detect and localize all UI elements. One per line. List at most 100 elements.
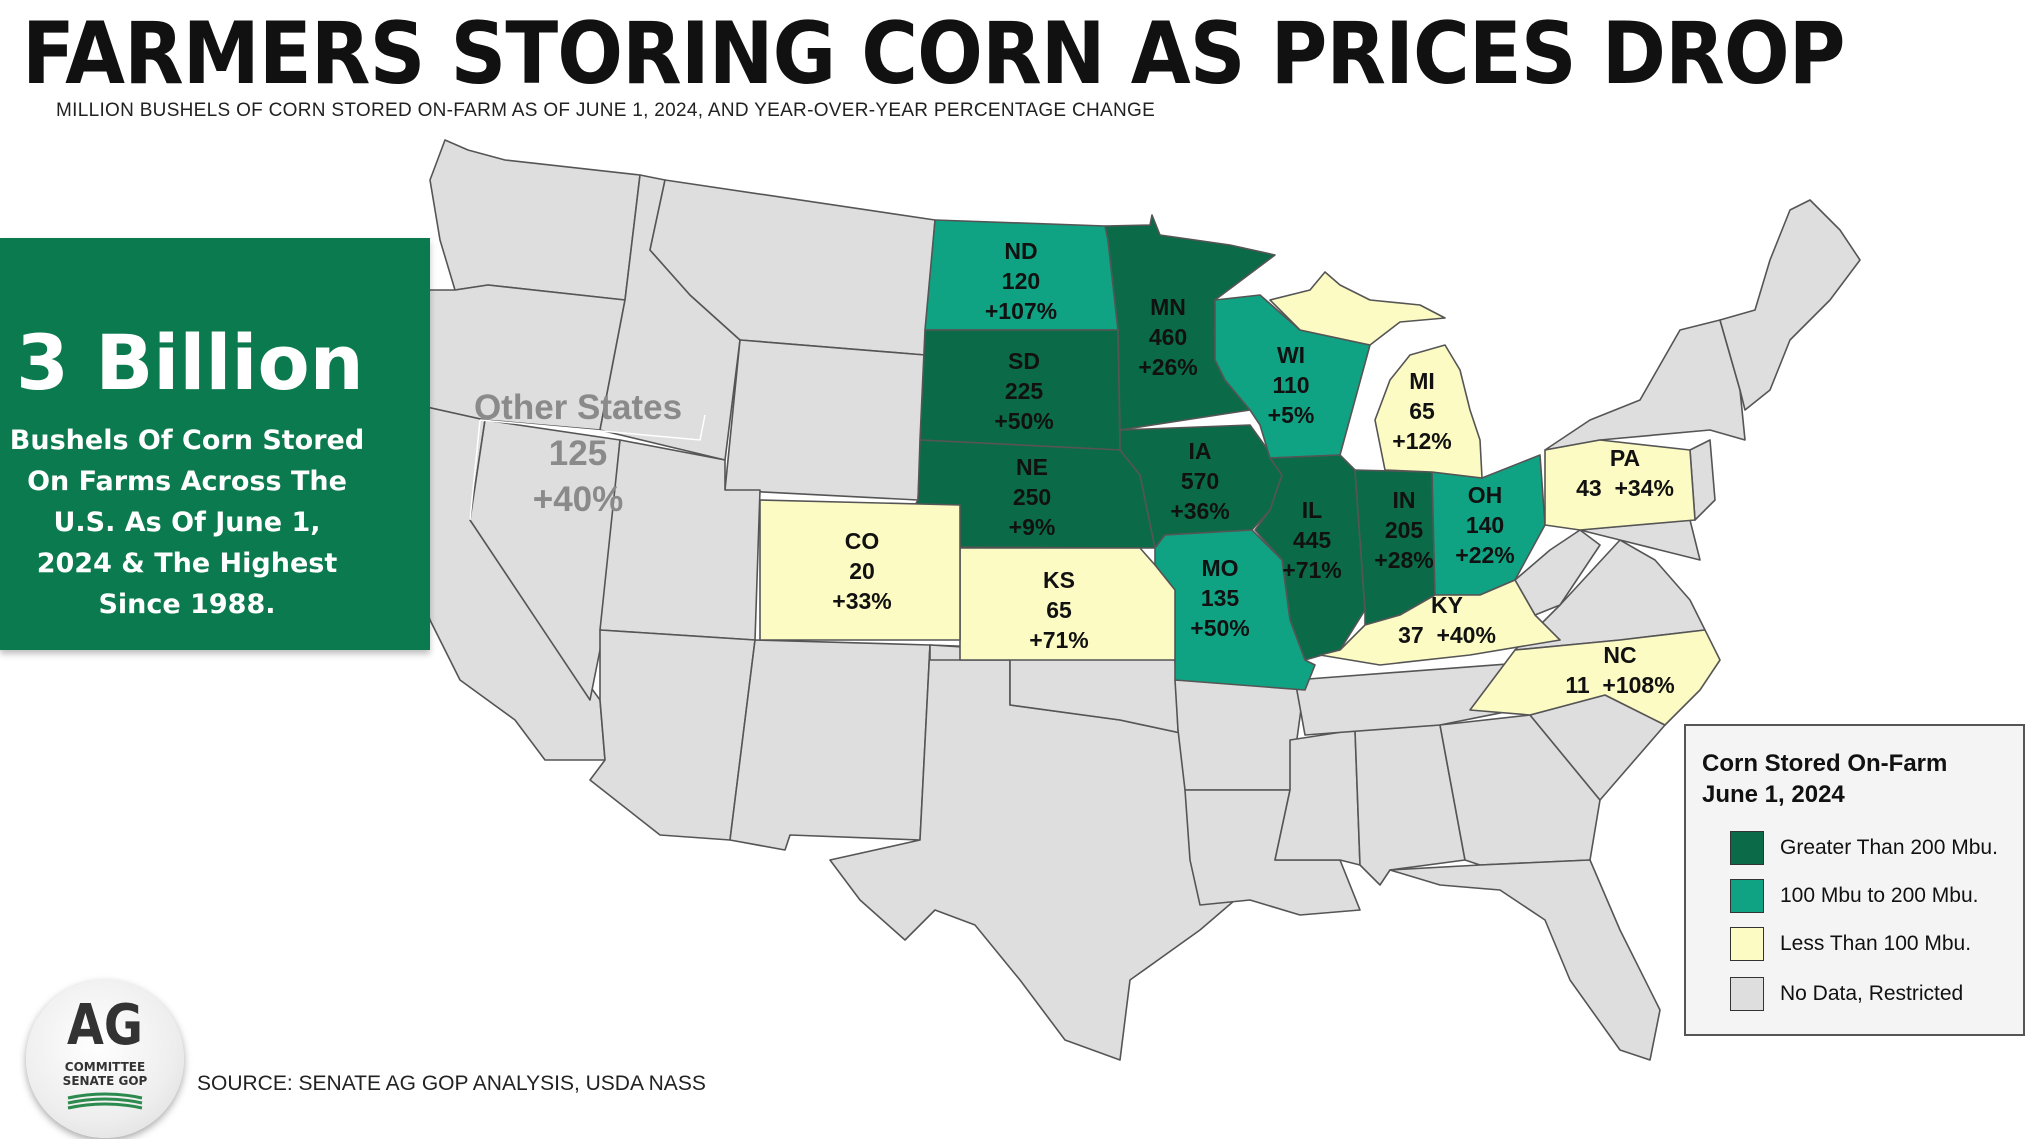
state-value: 460 [1148,324,1188,350]
state-shape-ar [1174,679,1306,791]
state-label-pa: PA 43 +34% [1576,443,1674,503]
state-shape-ky [1319,579,1561,666]
state-change: +50% [994,408,1054,434]
legend-label: Greater Than 200 Mbu. [1780,836,1998,859]
state-shape-wa [429,139,641,301]
map-legend: Corn Stored On-Farm June 1, 2024 Greater… [1684,724,2025,1036]
other-states-label: Other States 125 +40% [474,385,682,523]
state-change: +50% [1190,615,1250,641]
state-abbr: OH [1467,482,1503,508]
state-label-wi: WI 110 +5% [1268,340,1315,430]
legend-title: Corn Stored On-Farm June 1, 2024 [1702,748,1947,810]
legend-title-line: Corn Stored On-Farm [1702,750,1948,777]
state-abbr: KS [1043,567,1075,593]
state-shape-pa [1544,439,1696,531]
state-change: +71% [1029,627,1089,653]
callout-description: Bushels Of Corn Stored On Farms Across T… [0,420,374,625]
state-value: 37 [1398,622,1424,648]
state-label-mo: MO 135 +50% [1190,553,1249,643]
ag-committee-logo: AG COMMITTEE SENATE GOP [26,980,184,1138]
state-shape-nc [1469,629,1721,726]
state-shape-az [589,629,756,841]
state-shape-ks [959,547,1176,661]
legend-swatch-low [1730,927,1764,961]
state-label-ks: KS 65 +71% [1029,565,1088,655]
state-value: 570 [1180,468,1220,494]
state-label-sd: SD 225 +50% [994,346,1053,436]
state-change: +40% [1436,622,1496,648]
legend-label: 100 Mbu to 200 Mbu. [1780,884,1979,907]
state-abbr: MN [1150,294,1186,320]
state-change: +36% [1170,498,1230,524]
state-abbr: KY [1431,592,1463,618]
state-value-change: 43 +34% [1576,473,1674,503]
state-abbr: IL [1301,497,1323,523]
state-value: 11 [1565,672,1590,698]
state-shape-ny [1544,319,1746,451]
state-value: 250 [1012,484,1052,510]
state-label-ne: NE 250 +9% [1009,452,1056,542]
state-abbr: SD [1008,348,1040,374]
callout-line: On Farms Across The [27,466,347,497]
logo-line: COMMITTEE [64,1060,146,1074]
state-shape-nm [729,639,931,851]
state-value: 120 [1001,268,1041,294]
state-label-il: IL 445 +71% [1282,495,1341,585]
state-shape-co [759,499,961,641]
state-value: 205 [1384,517,1424,543]
state-label-nd: ND 120 +107% [985,236,1057,326]
state-shape-wy [724,339,926,501]
state-change: +33% [832,588,892,614]
page-subtitle: MILLION BUSHELS OF CORN STORED ON-FARM A… [56,100,1156,121]
callout-headline: 3 Billion [16,318,364,407]
callout-line: 2024 & The Highest [36,548,338,579]
state-value: 65 [1046,597,1072,623]
state-shape-fl [1389,859,1661,1061]
state-label-ia: IA 570 +36% [1170,436,1229,526]
state-value-change: 11 +108% [1565,670,1674,700]
state-value: 20 [849,558,875,584]
legend-swatch-none [1730,977,1764,1011]
callout-line: U.S. As Of June 1, [53,507,321,538]
state-abbr: NE [1016,454,1048,480]
state-value: 43 [1576,475,1602,501]
state-label-ky: KY 37 +40% [1398,590,1496,650]
state-abbr: IN [1392,487,1416,513]
legend-swatch-mid [1730,879,1764,913]
state-abbr: MO [1201,555,1239,581]
legend-label: No Data, Restricted [1780,982,1964,1005]
legend-item-low: Less Than 100 Mbu. [1730,926,1971,962]
state-label-nc: NC 11 +108% [1565,640,1674,700]
legend-item-none: No Data, Restricted [1730,976,1963,1012]
state-abbr: CO [844,528,880,554]
state-abbr: ND [1004,238,1038,264]
state-label-co: CO 20 +33% [832,526,891,616]
logo-line: SENATE GOP [62,1074,148,1088]
state-value: 65 [1409,398,1435,424]
state-change: +107% [984,298,1058,324]
legend-item-mid: 100 Mbu to 200 Mbu. [1730,878,1978,914]
source-note: SOURCE: SENATE AG GOP ANALYSIS, USDA NAS… [197,1072,706,1095]
state-change: +22% [1455,542,1515,568]
state-abbr: NC [1603,642,1637,668]
state-label-in: IN 205 +28% [1374,485,1433,575]
legend-swatch-high [1730,831,1764,865]
state-abbr: IA [1188,438,1212,464]
logo-text: AG [67,993,143,1058]
state-shape-mi-lp [1374,344,1483,479]
state-abbr: MI [1409,368,1435,394]
state-change: +108% [1602,672,1675,698]
other-states-outline [469,414,706,521]
state-change: +9% [1008,514,1056,540]
state-value: 135 [1200,585,1240,611]
legend-item-high: Greater Than 200 Mbu. [1730,830,1998,866]
state-shape-new-england [1719,199,1861,411]
state-shape-nv [469,419,621,701]
callout-panel: 3 Billion Bushels Of Corn Stored On Farm… [0,238,430,650]
state-value: 445 [1292,527,1332,553]
callout-line: Bushels Of Corn Stored [9,425,365,456]
state-change: +5% [1267,402,1315,428]
state-value: 110 [1272,372,1310,398]
legend-label: Less Than 100 Mbu. [1780,932,1972,955]
state-value-change: 37 +40% [1398,620,1496,650]
